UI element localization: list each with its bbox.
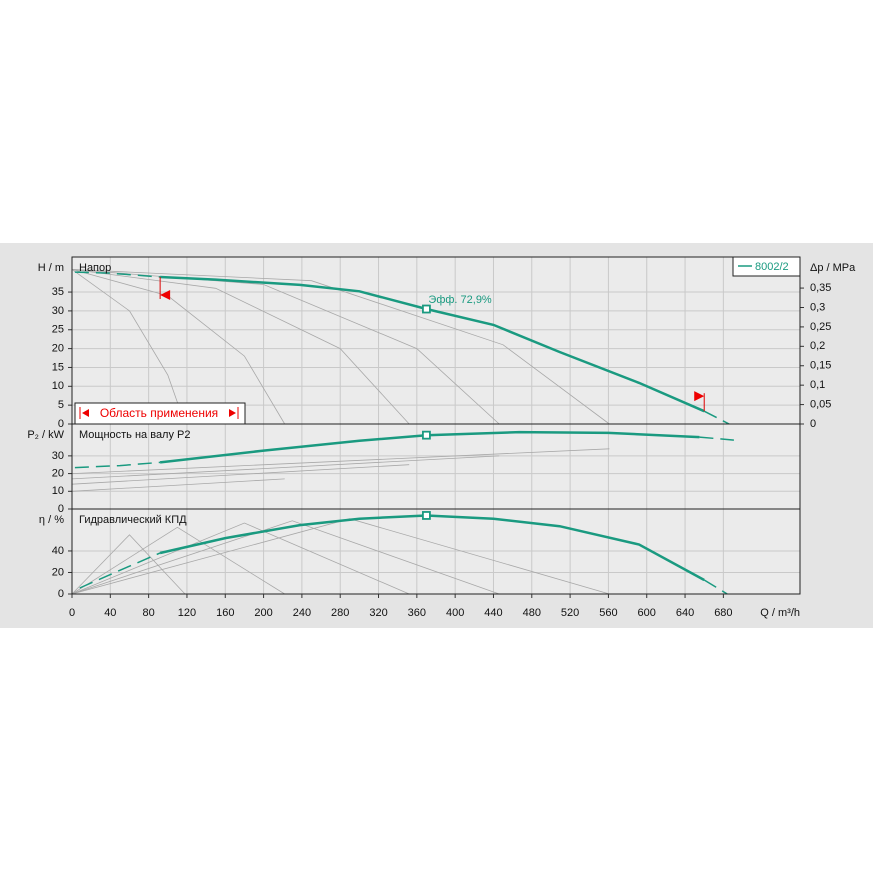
panel-title: Мощность на валу P2 [79,429,191,441]
x-tick-label: 480 [523,607,541,619]
x-tick-label: 0 [69,607,75,619]
y-tick-label: 10 [52,380,64,392]
reference-curve [71,269,610,425]
x-tick-label: 40 [104,607,116,619]
x-tick-label: 240 [293,607,311,619]
reference-curve [71,269,286,425]
x-tick-label: 600 [638,607,656,619]
y2-tick-label: 0,3 [810,301,825,313]
curve-extension [74,271,161,278]
y-axis-label: P₂ / kW [27,429,64,441]
reference-curve [71,269,186,425]
x-tick-label: 400 [446,607,464,619]
y-tick-label: 10 [52,485,64,497]
x-tick-label: 560 [599,607,617,619]
reference-curve [71,448,610,474]
legend-label: 8002/2 [755,261,789,273]
y-tick-label: 20 [52,467,64,479]
x-tick-label: 320 [369,607,387,619]
y-tick-label: 0 [58,503,64,515]
y2-tick-label: 0,25 [810,321,831,333]
y-axis-label: η / % [39,514,64,526]
y-axis-label: H / m [38,262,64,274]
x-tick-label: 280 [331,607,349,619]
x-tick-label: 440 [484,607,502,619]
reference-curve [71,520,500,595]
plot-area [72,257,800,424]
panel-title: Гидравлический КПД [79,514,187,526]
x-tick-label: 360 [408,607,426,619]
y-tick-label: 35 [52,286,64,298]
x-tick-label: 640 [676,607,694,619]
y-tick-label: 20 [52,566,64,578]
y-tick-label: 40 [52,545,64,557]
operating-point [422,511,431,520]
legend [732,256,801,277]
operating-point [422,430,431,440]
y-tick-label: 25 [52,324,64,336]
x-tick-label: 520 [561,607,579,619]
y2-tick-label: 0,15 [810,360,831,372]
reference-curve [71,478,285,492]
y2-tick-label: 0,05 [810,398,831,410]
x-tick-label: 120 [178,607,196,619]
reference-curve [71,455,500,480]
curve-extension [703,579,728,595]
curve-extension [79,552,161,589]
y-tick-label: 5 [58,399,64,411]
reference-curve [71,534,186,595]
y-tick-label: 30 [52,450,64,462]
x-tick-label: 200 [254,607,272,619]
y-tick-label: 20 [52,343,64,355]
reference-curve [71,526,285,595]
range-label: Область применения [100,406,218,420]
panel-title: Напор [79,262,111,274]
reference-curve [71,522,410,595]
range-flag [160,289,171,300]
y2-tick-label: 0 [810,418,816,430]
y2-tick-label: 0,35 [810,282,831,294]
y-tick-label: 0 [58,418,64,430]
curve-extension [74,461,161,469]
x-tick-label: 80 [143,607,155,619]
range-flag [694,391,705,402]
x-axis-label: Q / m³/h [760,607,800,619]
y-tick-label: 15 [52,361,64,373]
reference-curve [71,464,410,485]
frame [71,508,801,595]
y2-axis-label: Δp / MPa [810,262,856,274]
x-tick-label: 160 [216,607,234,619]
plot-area [72,509,800,594]
y-tick-label: 30 [52,305,64,317]
plot-area [72,424,800,509]
reference-curve [71,269,410,425]
annotation: Эфф. 72,9% [428,294,492,306]
x-tick-label: 680 [714,607,732,619]
curve-extension [699,436,734,441]
y2-tick-label: 0,1 [810,379,825,391]
curve-extension [703,410,730,425]
operating-point [422,304,431,314]
y-tick-label: 0 [58,588,64,600]
y2-tick-label: 0,2 [810,340,825,352]
